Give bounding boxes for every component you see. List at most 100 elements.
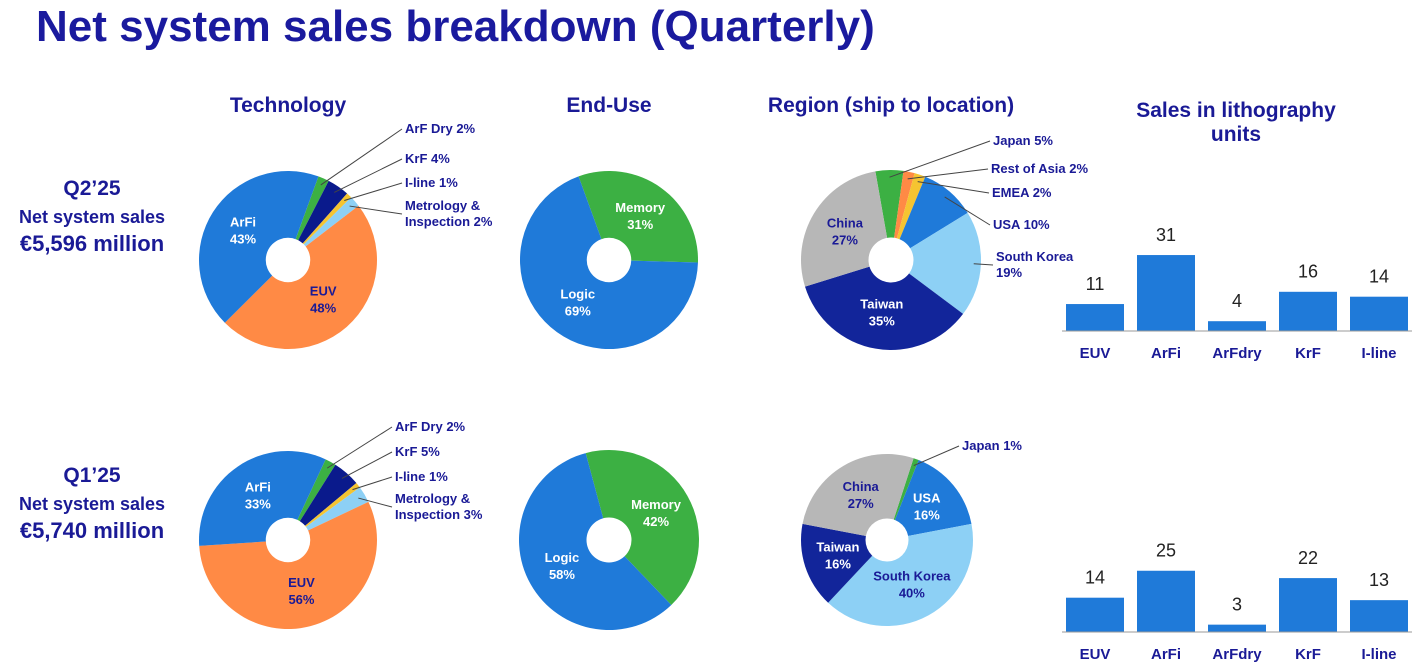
slice-value: 5% (1034, 133, 1053, 148)
bar-value: 25 (1156, 541, 1176, 561)
slice-name: EUV (310, 284, 337, 299)
x-tick-label: EUV (1080, 646, 1111, 663)
slice-value: 43% (230, 232, 256, 247)
row-label: Q2’25 Net system sales €5,596 million (0, 177, 184, 257)
x-tick-label: I-line (1361, 646, 1396, 663)
slice-name: KrF (395, 444, 418, 459)
slice-value: 31% (627, 217, 653, 232)
donut-hole (586, 237, 632, 283)
slice-value: 56% (288, 592, 314, 607)
slice-label: ArF Dry 2% (395, 419, 465, 435)
slice-label: KrF 5% (395, 444, 440, 460)
leader-line (352, 476, 393, 491)
bar-value: 14 (1085, 567, 1105, 587)
pie-slice (891, 212, 981, 314)
bar-value: 31 (1156, 225, 1176, 245)
row-caption: Net system sales (18, 494, 166, 514)
slice-value: 10% (1023, 217, 1050, 232)
slice-name: EUV (288, 575, 315, 590)
bar-value: 13 (1369, 570, 1389, 590)
slice-value: 27% (832, 232, 858, 247)
slice-name: ArF Dry (405, 121, 453, 136)
pie-slice (891, 173, 926, 260)
leader-line (917, 181, 990, 194)
bar (1066, 304, 1124, 331)
slice-name: Taiwan (860, 297, 903, 312)
donut-hole (265, 517, 311, 563)
bar (1350, 600, 1408, 632)
pie-slice (198, 171, 319, 323)
slice-value: 40% (899, 586, 925, 601)
slice-value: 5% (421, 444, 440, 459)
slide-title: Net system sales breakdown (Quarterly) (36, 2, 875, 51)
slice-value: 2% (1069, 161, 1089, 176)
slice-value: 2% (456, 121, 476, 136)
pie-slice (288, 487, 369, 540)
bar (1350, 296, 1408, 331)
bar-value: 4 (1232, 291, 1242, 311)
row-amount: €5,596 million (19, 231, 165, 256)
slice-value: 16% (825, 556, 851, 571)
bar (1208, 321, 1266, 331)
slice-label: I-line 1% (405, 175, 458, 191)
slice-name: USA (913, 491, 941, 506)
donut-hole (868, 237, 914, 283)
slice-label: Rest of Asia 2% (991, 161, 1088, 177)
bar-value: 11 (1086, 274, 1105, 294)
donut-hole (586, 517, 632, 563)
slice-label: Japan 1% (962, 438, 1022, 454)
pie-slice (288, 459, 336, 540)
slice-name: ArFi (245, 479, 271, 494)
slice-name: China (827, 215, 864, 230)
slice-name: USA (993, 217, 1020, 232)
row-caption: Net system sales (18, 207, 166, 227)
slice-name: Logic (545, 550, 580, 565)
slice-name: Memory (615, 200, 666, 215)
x-tick-label: KrF (1295, 646, 1321, 663)
slice-name: ArF Dry (395, 419, 443, 434)
slice-value: 2% (473, 214, 493, 229)
slice-name: Japan (993, 133, 1031, 148)
bar-value: 14 (1369, 266, 1389, 286)
slice-value: 1% (1003, 438, 1022, 453)
slice-value: 69% (565, 304, 591, 319)
pie-slice (805, 260, 964, 350)
leader-line (358, 497, 393, 508)
slice-value: 2% (1032, 185, 1052, 200)
slice-value: 19% (996, 265, 1023, 280)
slice-value: 4% (431, 151, 450, 166)
leader-line (889, 140, 991, 178)
x-tick-label: ArFi (1151, 646, 1181, 663)
slice-value: 33% (245, 496, 271, 511)
period: Q1’25 (63, 464, 121, 487)
x-tick-label: ArFdry (1212, 345, 1262, 362)
pie-slice (891, 170, 915, 260)
chart-title: Region (ship to location) (767, 94, 1015, 117)
leader-line (913, 445, 960, 467)
period: Q2’25 (63, 177, 121, 200)
bar-value: 22 (1298, 548, 1318, 568)
slice-name: China (843, 479, 880, 494)
pie-slice (887, 460, 972, 540)
bar (1279, 578, 1337, 632)
slice-name: ArFi (230, 215, 256, 230)
slice-name: Japan (962, 438, 1000, 453)
slice-label: I-line 1% (395, 469, 448, 485)
slice-label: USA 10% (993, 217, 1050, 233)
slice-name: I-line (405, 175, 436, 190)
leader-line (334, 158, 403, 193)
donut-hole (265, 237, 311, 283)
bar (1279, 291, 1337, 331)
pie-slice (288, 193, 352, 260)
pie-slice (288, 464, 357, 540)
pie-slice (199, 501, 377, 629)
bar (1137, 255, 1195, 331)
slice-label: Metrology & Inspection 3% (395, 491, 495, 523)
bar-value: 3 (1232, 594, 1242, 614)
slice-label: ArF Dry 2% (405, 121, 475, 137)
leader-line (341, 451, 393, 479)
slice-name: Logic (560, 287, 595, 302)
chart-title: Sales in lithography units (1136, 99, 1336, 146)
slice-value: 48% (310, 301, 336, 316)
